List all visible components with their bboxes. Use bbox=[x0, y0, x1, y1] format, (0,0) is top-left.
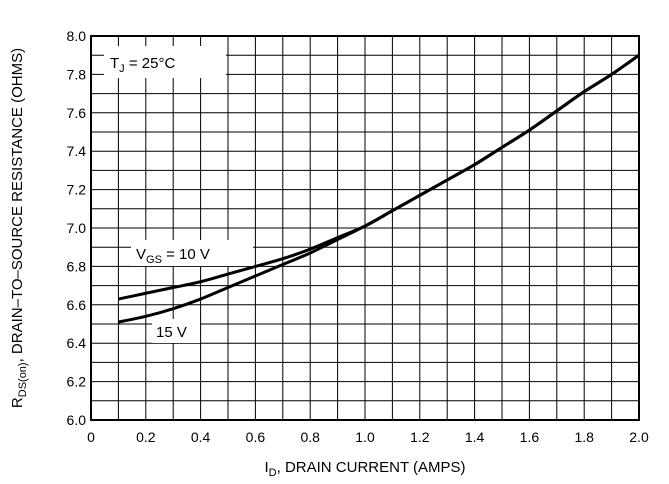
y-tick-labels: 6.0 6.2 6.4 6.6 6.8 7.0 7.2 7.4 7.6 7.8 8.0 bbox=[67, 28, 87, 428]
y-tick-label: 7.6 bbox=[67, 105, 87, 121]
y-tick-label: 8.0 bbox=[67, 28, 87, 44]
vgs15-label: 15 V bbox=[156, 324, 187, 341]
x-tick-label: 0.6 bbox=[246, 429, 266, 445]
x-tick-label: 0 bbox=[87, 429, 95, 445]
x-tick-label: 1.4 bbox=[465, 429, 485, 445]
y-tick-label: 6.4 bbox=[67, 335, 87, 351]
y-tick-label: 6.8 bbox=[67, 258, 87, 274]
plot-frame bbox=[90, 35, 640, 421]
y-tick-label: 6.6 bbox=[67, 297, 87, 313]
x-tick-label: 0.4 bbox=[191, 429, 211, 445]
x-tick-label: 1.2 bbox=[410, 429, 430, 445]
y-tick-label: 6.0 bbox=[67, 412, 87, 428]
grid bbox=[91, 36, 639, 420]
tj-label-bg bbox=[104, 46, 226, 78]
y-tick-label: 6.2 bbox=[67, 374, 87, 390]
x-axis-title: ID, DRAIN CURRENT (AMPS) bbox=[264, 459, 465, 479]
vgs10-label: VGS = 10 V bbox=[136, 246, 210, 266]
x-tick-label: 2.0 bbox=[629, 429, 649, 445]
y-axis-title: RDS(on), DRAIN–TO–SOURCE RESISTANCE (OHM… bbox=[9, 48, 29, 408]
x-tick-label: 0.8 bbox=[300, 429, 320, 445]
y-tick-label: 7.4 bbox=[67, 143, 87, 159]
y-tick-label: 7.8 bbox=[67, 66, 87, 82]
series-layer bbox=[118, 53, 640, 324]
y-tick-label: 7.2 bbox=[67, 182, 87, 198]
tj-label: TJ = 25°C bbox=[110, 55, 175, 75]
series-line-vgs-15v bbox=[118, 53, 640, 324]
x-tick-label: 1.6 bbox=[520, 429, 540, 445]
vgs10-label-bg bbox=[131, 240, 253, 266]
x-tick-label: 1.8 bbox=[574, 429, 594, 445]
x-tick-label: 1.0 bbox=[355, 429, 375, 445]
y-tick-label: 7.0 bbox=[67, 220, 87, 236]
x-tick-labels: 0 0.2 0.4 0.6 0.8 1.0 1.2 1.4 1.6 1.8 2.0 bbox=[87, 429, 649, 445]
x-tick-label: 0.2 bbox=[136, 429, 156, 445]
vgs15-label-bg bbox=[152, 319, 200, 343]
